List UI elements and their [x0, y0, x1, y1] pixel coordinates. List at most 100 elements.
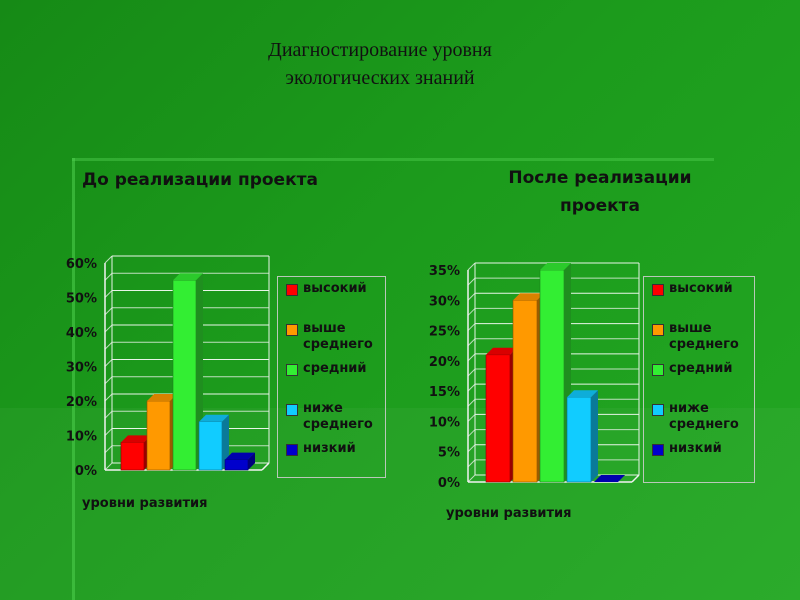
chart-0-grid-side: [104, 341, 113, 350]
chart-0-grid-side: [104, 290, 113, 298]
chart-0-grid-side: [104, 462, 113, 471]
chart-1-grid-side: [467, 429, 476, 437]
chart-before-legend: высокий выше среднего средний ниже среднего…: [277, 276, 386, 478]
chart-before-xlabel: уровни развития: [82, 496, 208, 511]
chart-1-bar-4-side: [591, 390, 598, 482]
chart-1-bar-3-front: [539, 269, 565, 483]
chart-1-grid-side: [467, 338, 476, 347]
legend-swatch: [286, 364, 298, 376]
chart-1-tick-label: 10%: [429, 415, 460, 430]
legend-item-3: средний: [652, 361, 733, 377]
legend-swatch: [652, 444, 664, 456]
legend-swatch: [286, 404, 298, 416]
legend-label: высокий: [303, 281, 367, 296]
chart-0-floor-edge: [261, 462, 270, 471]
chart-after-xlabel: уровни развития: [446, 506, 572, 521]
chart-0-grid-side: [104, 376, 113, 385]
slide-title-line-2: экологических знаний: [285, 67, 475, 89]
chart-after-title: После реализации проекта: [508, 168, 692, 216]
legend-label: выше среднего: [669, 321, 739, 352]
legend-item-1: высокий: [286, 281, 367, 297]
chart-0-grid-side: [104, 255, 113, 264]
chart-1-bar-4-front: [566, 396, 592, 483]
chart-1-bar-3-top: [540, 263, 571, 270]
legend-label: ниже среднего: [303, 401, 373, 432]
chart-0-bar-4-side: [222, 414, 229, 470]
decorative-horizontal-line: [72, 158, 714, 161]
legend-swatch: [652, 284, 664, 296]
chart-1-bar-2-top: [513, 293, 544, 301]
legend-item-5: низкий: [652, 441, 722, 457]
chart-1-grid-side: [467, 292, 476, 301]
legend-item-3: средний: [286, 361, 367, 377]
chart-0-grid-side: [104, 359, 113, 367]
chart-1-bar-2-front: [512, 299, 538, 483]
chart-0-grid-side: [104, 410, 113, 419]
chart-1-tick-label: 35%: [429, 264, 460, 279]
legend-item-2: выше среднего: [652, 321, 739, 353]
chart-1-tick-label: 5%: [438, 446, 460, 461]
chart-1-bar-5-top: [594, 475, 625, 482]
chart-0-bar-4-top: [199, 414, 229, 422]
chart-0-grid-side: [104, 307, 113, 316]
chart-1-grid-side: [467, 277, 476, 286]
chart-0-tick-label: 20%: [66, 395, 97, 410]
chart-0-bar-5-side: [248, 452, 255, 470]
chart-0-bar-5-front: [224, 459, 249, 471]
chart-1-grid-side: [467, 474, 476, 483]
legend-swatch: [286, 284, 298, 296]
chart-0-grid-side: [104, 445, 113, 454]
legend-item-4: ниже среднего: [286, 401, 373, 433]
chart-0-tick-label: 0%: [75, 464, 97, 479]
legend-label: ниже среднего: [669, 401, 739, 432]
chart-0-bar-4-front: [198, 421, 223, 471]
legend-label: высокий: [669, 281, 733, 296]
chart-before-title: До реализации проекта: [82, 170, 318, 190]
chart-0-bar-3-top: [173, 273, 203, 281]
chart-1-grid-side: [467, 368, 476, 377]
chart-1-grid-side: [467, 383, 476, 392]
decorative-vertical-line: [72, 158, 75, 600]
chart-0-bar-2-front: [146, 400, 171, 471]
legend-swatch: [286, 324, 298, 336]
chart-1-grid-side: [467, 414, 476, 422]
chart-1-grid-side: [467, 353, 476, 362]
legend-swatch: [652, 324, 664, 336]
chart-1-bar-1-top: [486, 347, 517, 355]
slide-title: Диагностирование уровня экологических зн…: [0, 36, 760, 92]
legend-swatch: [286, 444, 298, 456]
chart-1-grid-side: [467, 262, 476, 271]
chart-0-bar-5-top: [225, 452, 255, 460]
chart-0-grid-side: [104, 428, 113, 436]
legend-label: средний: [303, 361, 367, 376]
legend-item-4: ниже среднего: [652, 401, 739, 433]
slide-title-line-1: Диагностирование уровня: [268, 39, 492, 61]
legend-item-2: выше среднего: [286, 321, 373, 353]
legend-swatch: [652, 364, 664, 376]
legend-label: низкий: [303, 441, 356, 456]
legend-label: выше среднего: [303, 321, 373, 352]
legend-label: низкий: [669, 441, 722, 456]
chart-1-grid-side: [467, 444, 476, 453]
chart-0-tick-label: 30%: [66, 361, 97, 376]
chart-1-bar-1-front: [485, 354, 511, 483]
chart-1-grid-side: [467, 308, 476, 316]
legend-swatch: [652, 404, 664, 416]
chart-1-grid-side: [467, 459, 476, 468]
legend-item-1: высокий: [652, 281, 733, 297]
chart-1-bar-4-top: [567, 390, 598, 398]
chart-1-grid-side: [467, 398, 476, 407]
legend-label: средний: [669, 361, 733, 376]
chart-0-tick-label: 50%: [66, 292, 97, 307]
chart-1-tick-label: 25%: [429, 325, 460, 340]
chart-0-grid-side: [104, 272, 113, 281]
chart-1-floor-edge: [631, 474, 640, 483]
chart-0-tick-label: 10%: [66, 430, 97, 445]
chart-1-tick-label: 15%: [429, 385, 460, 400]
chart-0-bar-1-top: [121, 435, 151, 443]
chart-after-legend: высокий выше среднего средний ниже среднего…: [643, 276, 755, 483]
chart-1-tick-label: 30%: [429, 294, 460, 309]
chart-1-tick-label: 20%: [429, 355, 460, 370]
chart-1-grid-side: [467, 323, 476, 331]
